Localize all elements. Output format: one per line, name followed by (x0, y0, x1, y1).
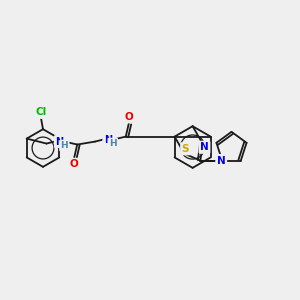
Text: Cl: Cl (35, 107, 46, 117)
Text: O: O (70, 159, 79, 170)
Text: N: N (217, 155, 226, 166)
Text: S: S (182, 144, 189, 154)
Text: H: H (109, 139, 117, 148)
Text: N: N (55, 136, 64, 147)
Text: H: H (61, 141, 68, 150)
Text: N: N (104, 135, 112, 145)
Text: N: N (200, 142, 209, 152)
Text: O: O (124, 112, 133, 122)
